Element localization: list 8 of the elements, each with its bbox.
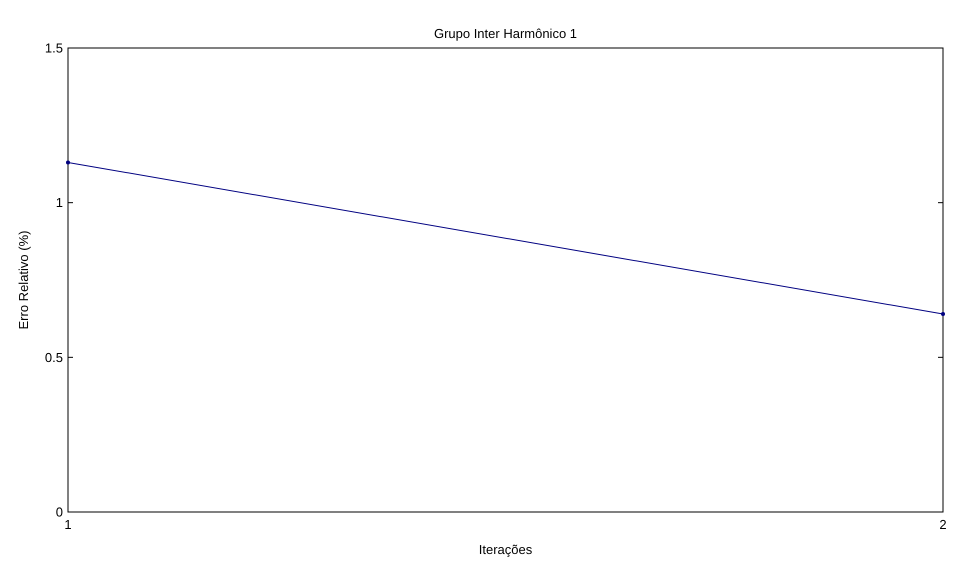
y-tick-label: 0 (56, 504, 63, 520)
y-axis-title: Erro Relativo (%) (16, 230, 31, 330)
y-tick-label: 0.5 (44, 350, 63, 365)
x-tick-label: 2 (939, 517, 947, 532)
chart-title: Grupo Inter Harmônico 1 (434, 26, 578, 41)
x-axis-title: Iterações (478, 542, 533, 557)
y-tick-label: 1.5 (44, 40, 63, 56)
y-tick-label: 1 (56, 195, 63, 210)
